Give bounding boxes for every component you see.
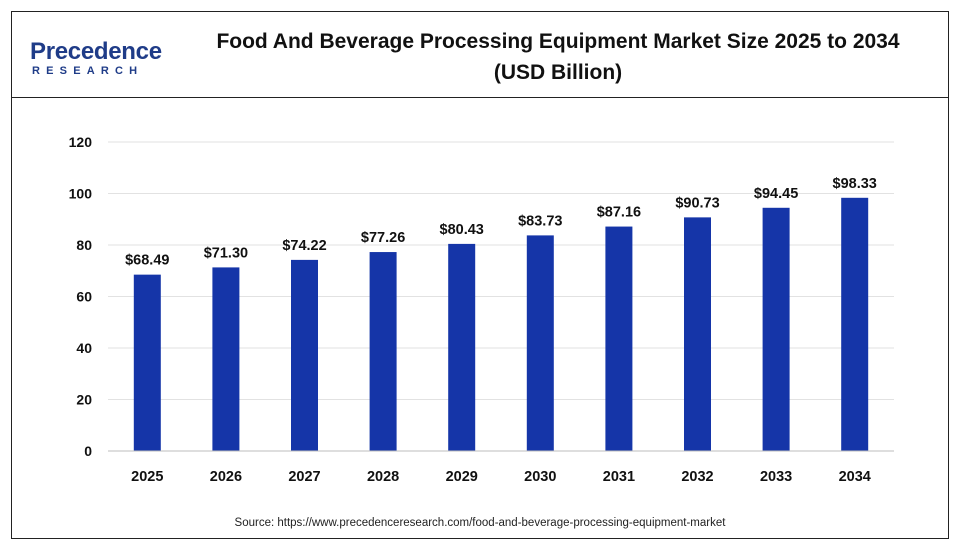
bar: [133, 274, 161, 451]
header: Precedence RESEARCH Food And Beverage Pr…: [12, 12, 948, 98]
data-label: $80.43: [440, 222, 484, 238]
y-tick-label: 100: [69, 186, 93, 202]
data-label: $68.49: [125, 253, 169, 269]
y-tick-label: 40: [76, 340, 92, 356]
chart-title-line1: Food And Beverage Processing Equipment M…: [216, 30, 900, 53]
chart-title-line2: (USD Billion): [493, 61, 623, 84]
y-tick-label: 60: [76, 289, 92, 305]
x-tick-label: 2029: [446, 469, 478, 485]
x-tick-label: 2027: [288, 469, 320, 485]
bar: [684, 217, 711, 451]
data-label: $94.45: [754, 186, 798, 202]
bar: [762, 207, 790, 451]
x-tick-label: 2025: [131, 469, 163, 485]
y-tick-label: 0: [84, 443, 92, 459]
data-label: $90.73: [675, 195, 719, 211]
bar: [369, 252, 397, 451]
bar: [212, 267, 240, 451]
y-tick-label: 120: [69, 134, 93, 150]
data-label: $83.73: [518, 213, 562, 229]
source-note: Source: https://www.precedenceresearch.c…: [234, 517, 726, 529]
bar: [605, 226, 633, 451]
x-tick-label: 2031: [603, 469, 635, 485]
bar: [526, 235, 554, 451]
x-tick-label: 2032: [681, 469, 713, 485]
x-tick-label: 2028: [367, 469, 399, 485]
x-tick-label: 2034: [839, 469, 871, 485]
y-tick-label: 80: [76, 237, 92, 253]
data-label: $71.30: [204, 245, 248, 261]
chart-title: Food And Beverage Processing Equipment M…: [188, 26, 928, 88]
bar: [841, 197, 869, 451]
precedence-research-logo: Precedence RESEARCH: [30, 38, 180, 82]
x-tick-label: 2026: [210, 469, 242, 485]
logo-wordmark: Precedence: [30, 38, 162, 65]
x-tick-label: 2030: [524, 469, 556, 485]
x-tick-label: 2033: [760, 469, 792, 485]
logo-subtitle: RESEARCH: [32, 65, 144, 77]
bar: [448, 243, 476, 451]
data-label: $74.22: [282, 238, 326, 254]
data-label: $98.33: [833, 176, 877, 192]
y-tick-label: 20: [76, 392, 92, 408]
data-label: $77.26: [361, 230, 405, 246]
bar: [291, 259, 318, 451]
data-label: $87.16: [597, 205, 641, 221]
